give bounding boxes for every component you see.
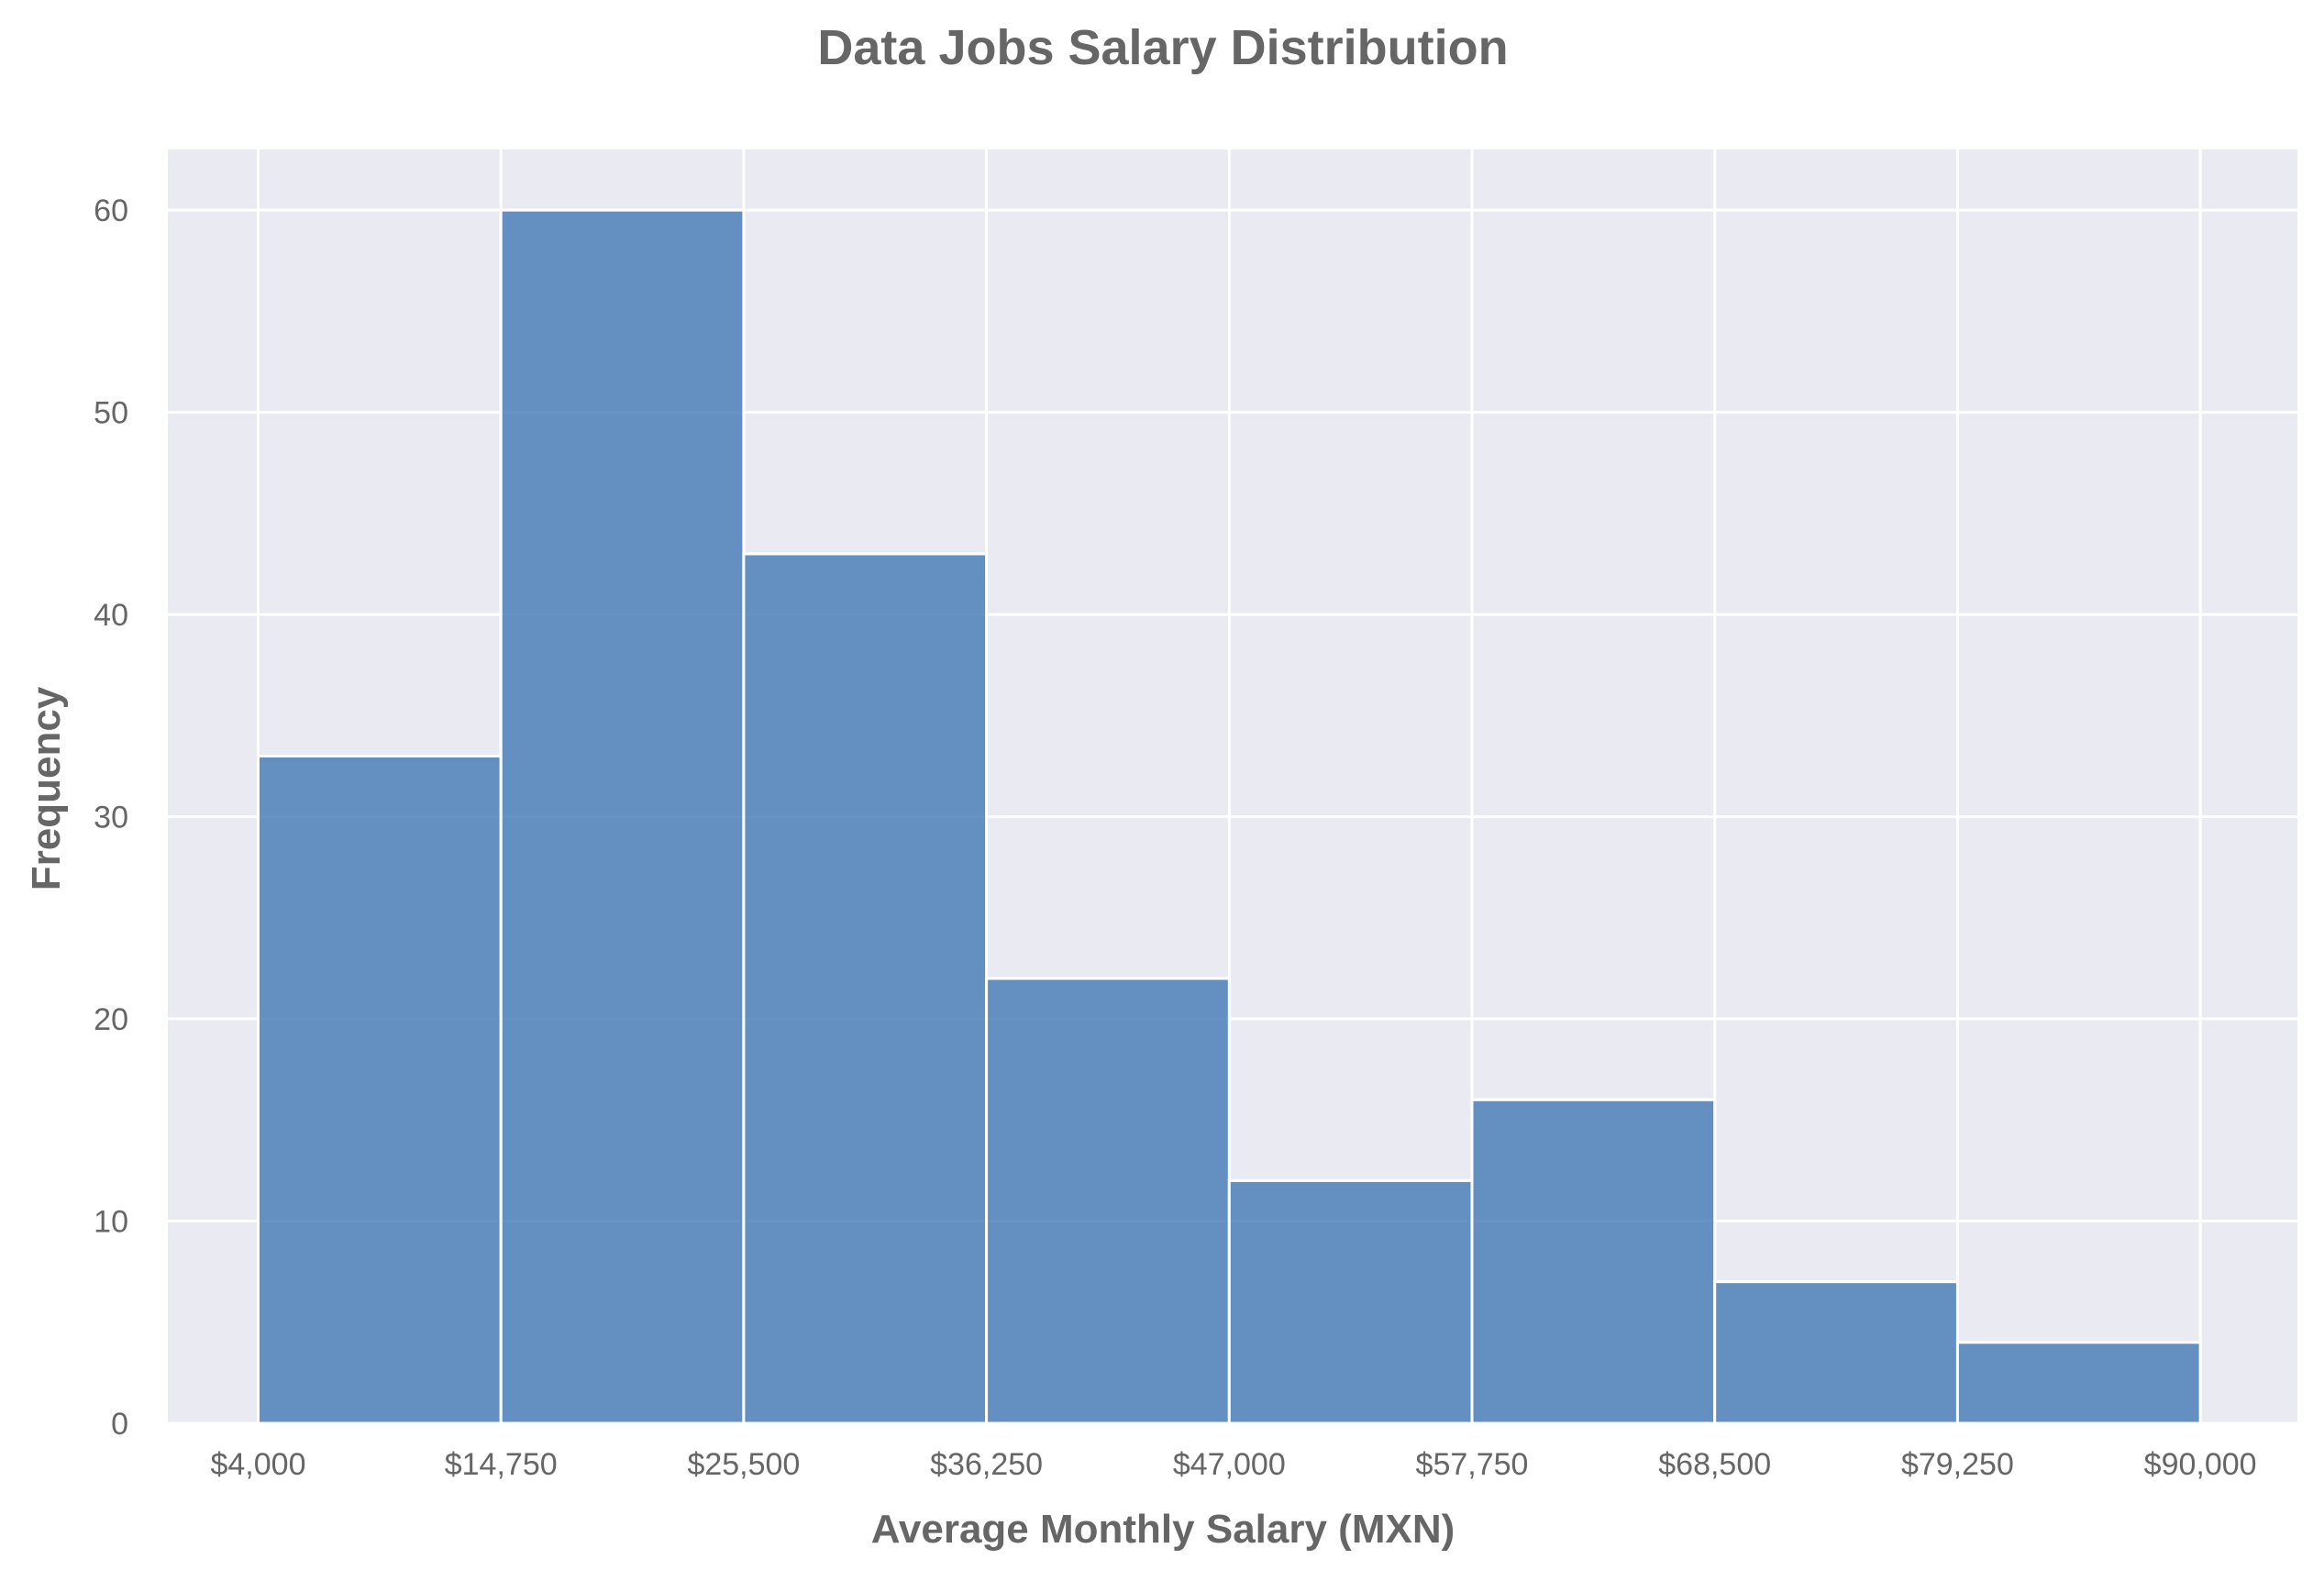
- histogram-bar: [1227, 1178, 1474, 1425]
- y-axis-tick-labels: 0 10 20 30 40 50 60: [94, 193, 128, 1442]
- histogram-bar: [742, 552, 989, 1425]
- histogram-bar: [1955, 1341, 2202, 1425]
- histogram-bar: [1713, 1280, 1959, 1425]
- histogram-bar: [1470, 1098, 1717, 1425]
- y-tick-label: 60: [94, 193, 128, 228]
- y-tick-label: 20: [94, 1002, 128, 1037]
- x-tick-label: $4,000: [210, 1447, 305, 1482]
- x-tick-label: $14,750: [445, 1447, 558, 1482]
- x-tick-label: $57,750: [1416, 1447, 1529, 1482]
- x-tick-label: $25,500: [687, 1447, 800, 1482]
- histogram-bar: [499, 208, 746, 1425]
- x-tick-label: $47,000: [1173, 1447, 1286, 1482]
- y-tick-label: 10: [94, 1205, 128, 1240]
- x-axis-tick-labels: $4,000 $14,750 $25,500 $36,250 $47,000 $57,75…: [210, 1447, 2256, 1482]
- y-tick-label: 30: [94, 801, 128, 835]
- x-tick-label: $68,500: [1658, 1447, 1771, 1482]
- histogram-bar: [985, 977, 1231, 1425]
- y-tick-label: 50: [94, 396, 128, 431]
- y-tick-label: 40: [94, 598, 128, 633]
- y-axis-label: Frequency: [24, 686, 69, 890]
- y-tick-label: 0: [111, 1407, 128, 1442]
- x-tick-label: $79,250: [1901, 1447, 2014, 1482]
- histogram-bar: [256, 754, 503, 1425]
- x-tick-label: $90,000: [2144, 1447, 2257, 1482]
- x-tick-label: $36,250: [930, 1447, 1043, 1482]
- histogram-bars: [256, 208, 2202, 1425]
- chart-title: Data Jobs Salary Distribution: [817, 20, 1508, 75]
- x-axis-label: Average Monthly Salary (MXN): [871, 1507, 1455, 1552]
